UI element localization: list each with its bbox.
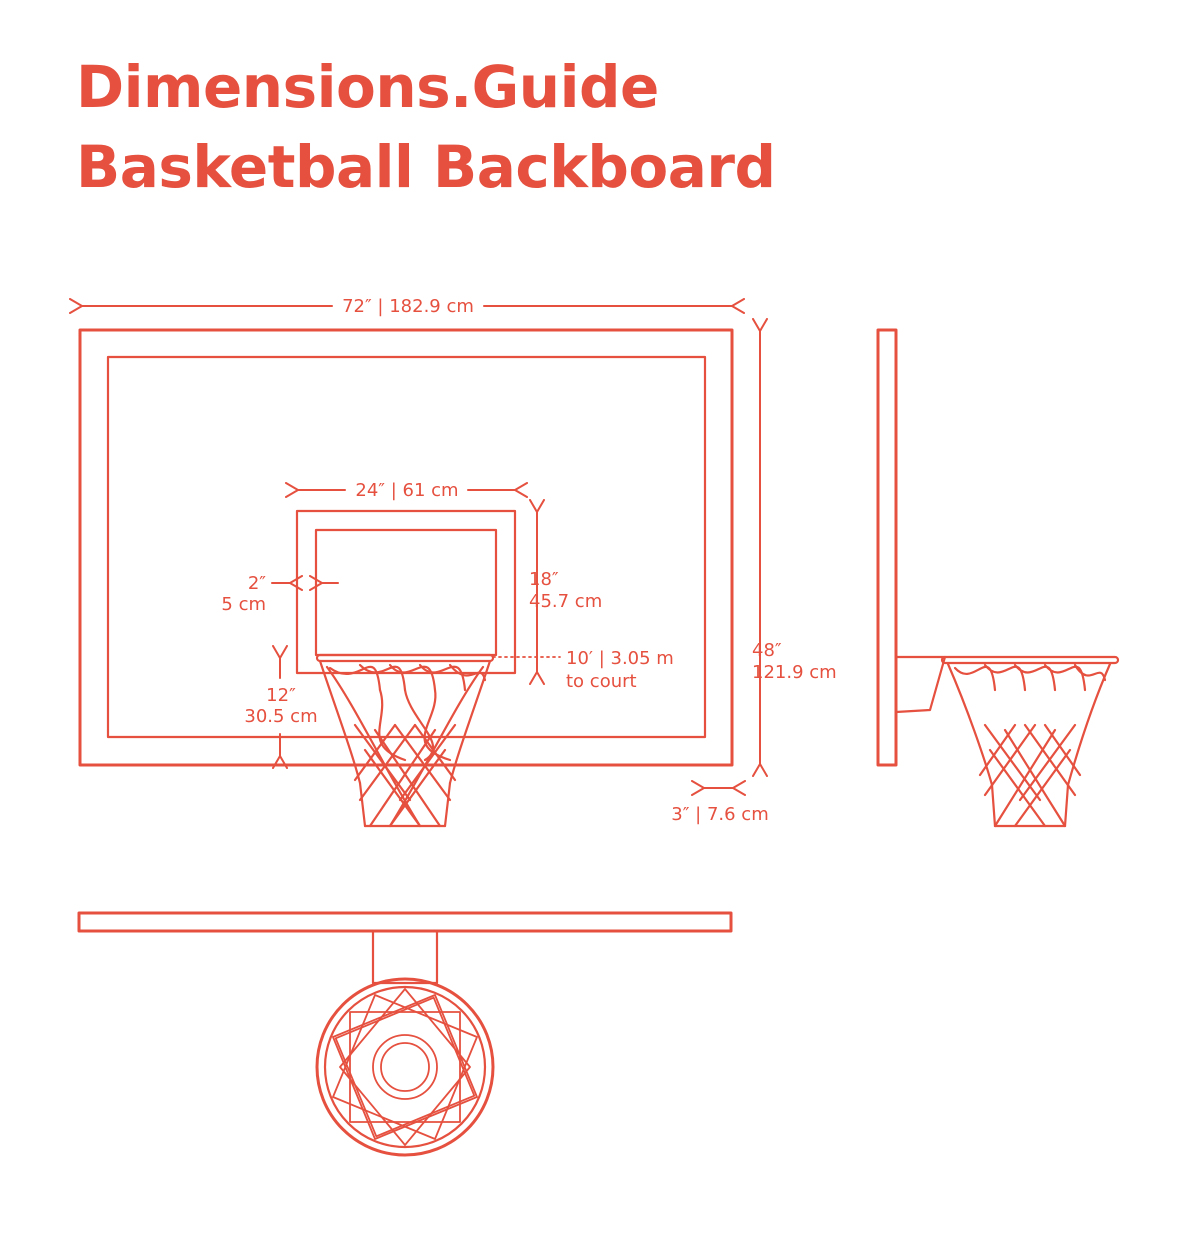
top-rim-outer: [315, 977, 495, 1157]
top-view: [77, 911, 733, 1157]
backboard-outline: [78, 328, 734, 767]
box-height-label-in: 18″: [529, 569, 559, 590]
front-view: [78, 328, 734, 828]
front-net: [318, 659, 492, 828]
dimension-labels: 72″ | 182.9 cm 24″ | 61 cm 18″ 45.7 cm 2…: [221, 296, 836, 825]
title-line-site: Dimensions.Guide: [76, 53, 659, 121]
front-rim: [315, 653, 495, 663]
dimension-lines: [69, 298, 768, 796]
side-bracket: [894, 655, 947, 714]
board-height-label-cm: 121.9 cm: [752, 662, 837, 683]
top-backboard: [77, 911, 733, 933]
top-rim-inner: [323, 985, 487, 1149]
shooter-square-outer: [295, 509, 517, 675]
box-width-label: 24″ | 61 cm: [355, 480, 458, 501]
top-bracket: [371, 929, 439, 985]
board-width-label: 72″ | 182.9 cm: [342, 296, 474, 317]
box-height-label-cm: 45.7 cm: [529, 591, 602, 612]
shooter-square-inner: [314, 528, 498, 657]
rim-height-label-line2: to court: [566, 671, 637, 692]
title-line-subject: Basketball Backboard: [76, 133, 776, 201]
rim-to-bottom-label-in: 12″: [266, 685, 296, 706]
board-thickness-label: 3″ | 7.6 cm: [671, 804, 768, 825]
top-net-star: [332, 988, 478, 1146]
side-view: [876, 328, 1120, 828]
box-border-label-in: 2″: [248, 573, 266, 594]
side-net: [946, 662, 1112, 828]
side-backboard: [876, 328, 898, 767]
board-height-label-in: 48″: [752, 640, 782, 661]
rim-to-bottom-label-cm: 30.5 cm: [244, 706, 317, 727]
side-rim: [940, 655, 1120, 665]
box-border-label-cm: 5 cm: [221, 594, 266, 615]
rim-height-label-line1: 10′ | 3.05 m: [566, 648, 674, 669]
